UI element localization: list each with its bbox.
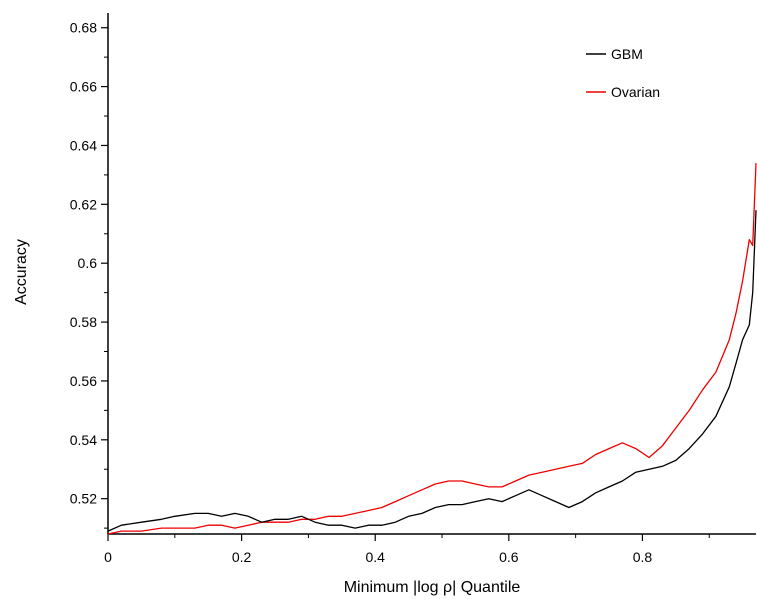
- series-lines: [107, 163, 757, 535]
- x-axis-title: Minimum |log ρ| Quantile: [344, 579, 521, 596]
- x-axis: 0 0.2 0.4 0.6 0.8: [104, 533, 756, 565]
- y-tick-label: 0.68: [70, 20, 97, 36]
- legend-label-ovarian: Ovarian: [611, 84, 660, 100]
- y-tick-label: 0.56: [70, 373, 97, 389]
- x-tick-label: 0.2: [232, 549, 252, 565]
- series-line-gbm: [107, 210, 757, 532]
- series-line-ovarian: [107, 163, 757, 535]
- legend: GBM Ovarian: [586, 46, 660, 100]
- x-tick-label: 0.8: [633, 549, 653, 565]
- legend-label-gbm: GBM: [611, 46, 643, 62]
- y-tick-label: 0.52: [70, 491, 97, 507]
- y-tick-label: 0.6: [78, 255, 98, 271]
- x-tick-label: 0.6: [499, 549, 519, 565]
- y-tick-label: 0.66: [70, 79, 97, 95]
- y-tick-label: 0.58: [70, 314, 97, 330]
- y-tick-label: 0.62: [70, 196, 97, 212]
- y-tick-label: 0.64: [70, 137, 97, 153]
- x-tick-label: 0: [104, 549, 112, 565]
- y-axis-title: Accuracy: [13, 239, 30, 305]
- y-tick-label: 0.54: [70, 432, 97, 448]
- y-axis: 0.52 0.54 0.56 0.58 0.6 0.62 0.64 0.66 0.68: [70, 13, 109, 534]
- x-tick-label: 0.4: [365, 549, 385, 565]
